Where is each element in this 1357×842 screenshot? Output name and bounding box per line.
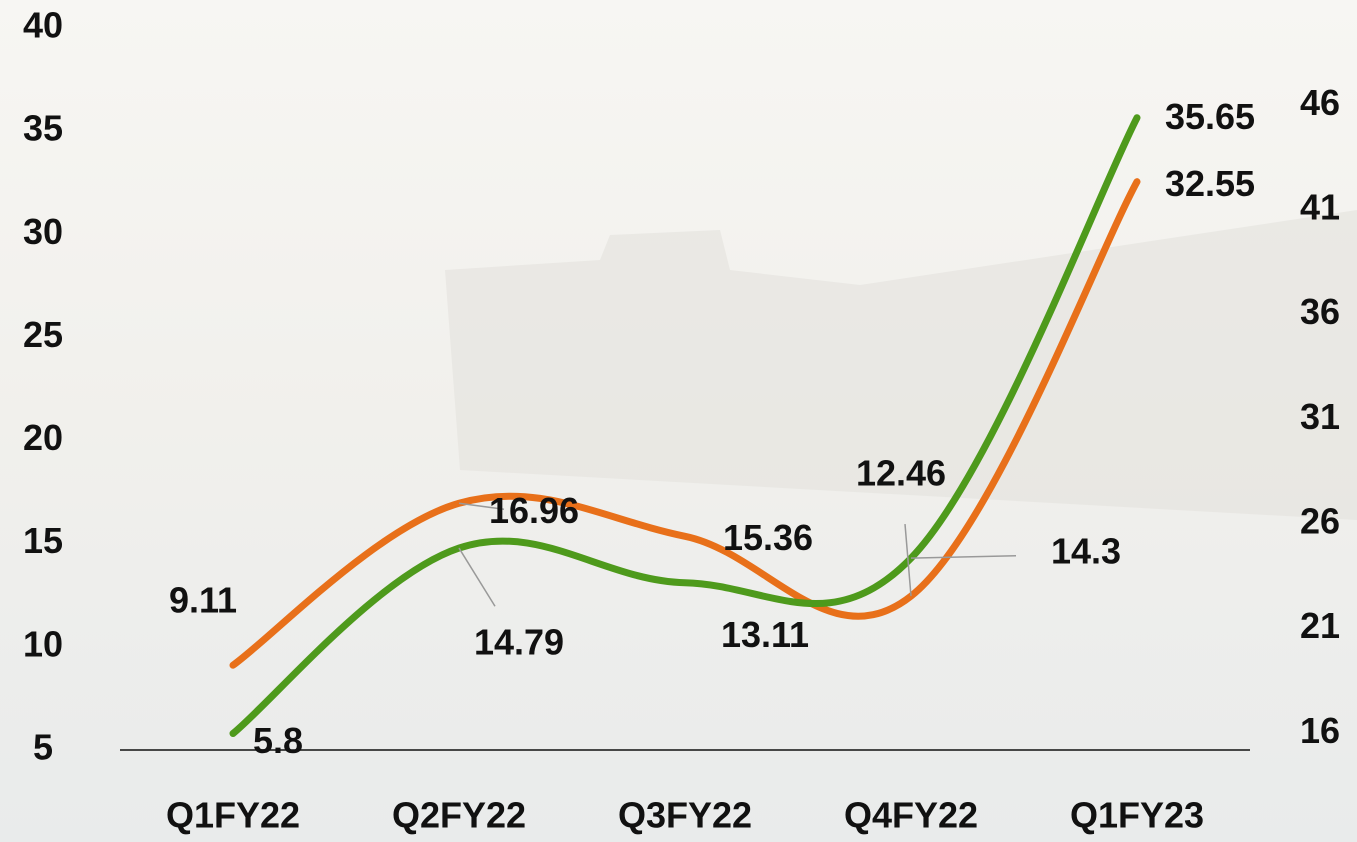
y-tick-label: 15 [23,520,63,561]
data-label: 9.11 [169,580,237,621]
data-label: 14.3 [1051,531,1121,572]
data-label: 35.65 [1165,96,1255,137]
y-tick-label: 25 [23,314,63,355]
y-tick-label: 30 [23,211,63,252]
chart: 5 10 15 20 25 30 35 40 16 21 26 31 36 41 46 Q1FY22 Q2FY2… [0,0,1357,842]
x-tick-label: Q4FY22 [844,795,978,836]
y2-tick-label: 21 [1300,605,1340,646]
x-tick-label: Q1FY22 [166,795,300,836]
y2-tick-label: 46 [1300,82,1340,123]
y2-tick-label: 26 [1300,500,1340,541]
data-label: 16.96 [489,490,579,531]
data-label: 14.79 [474,622,564,663]
y2-tick-label: 36 [1300,291,1340,332]
data-label: 5.8 [253,720,303,761]
x-tick-label: Q1FY23 [1070,795,1204,836]
y-tick-label: 20 [23,417,63,458]
y-tick-label: 5 [33,727,53,768]
y2-tick-label: 16 [1300,710,1340,751]
data-label: 12.46 [856,453,946,494]
x-tick-label: Q3FY22 [618,795,752,836]
y-tick-label: 40 [23,5,63,46]
y-tick-label: 35 [23,108,63,149]
data-label: 15.36 [723,517,813,558]
y2-tick-label: 31 [1300,396,1340,437]
y2-tick-label: 41 [1300,187,1340,228]
data-label: 32.55 [1165,163,1255,204]
x-tick-label: Q2FY22 [392,795,526,836]
data-label: 13.11 [721,614,809,655]
y-tick-label: 10 [23,623,63,664]
